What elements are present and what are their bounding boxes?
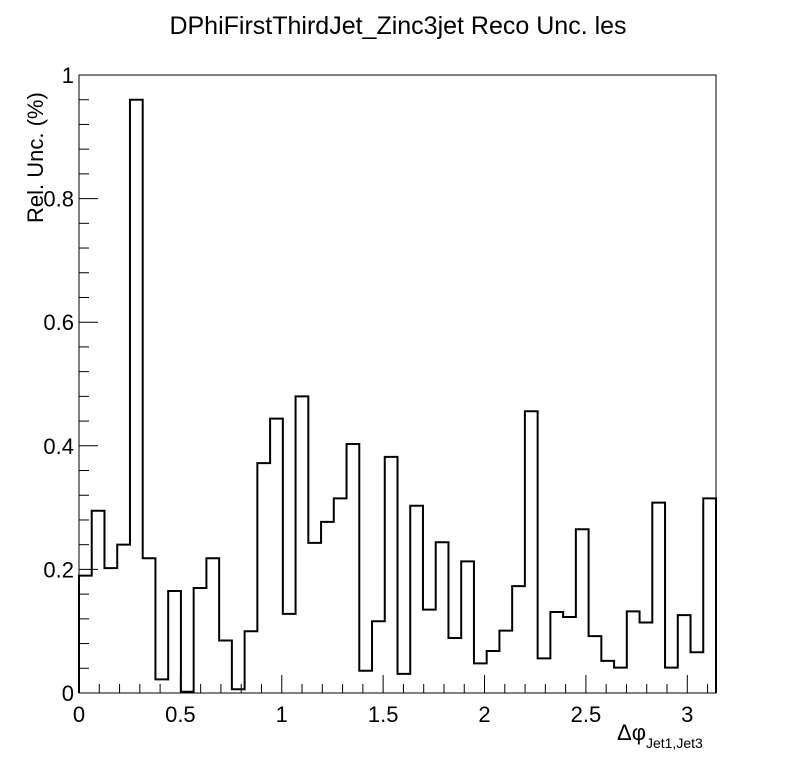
x-axis-label-main: Δφ <box>617 720 646 745</box>
y-tick-label: 0.2 <box>43 557 74 582</box>
plot-frame <box>78 74 717 694</box>
x-tick-label: 2 <box>478 702 490 727</box>
y-tick-label: 0 <box>62 681 74 706</box>
histogram-series <box>78 98 717 693</box>
x-tick-label: 1.5 <box>368 702 399 727</box>
y-tick-label: 1 <box>62 63 74 88</box>
x-tick-labels: 0 0.5 1 1.5 2 2.5 3 <box>73 702 694 727</box>
axis-ticks <box>78 74 709 694</box>
x-tick-label: 3 <box>681 702 693 727</box>
chart-title: DPhiFirstThirdJet_Zinc3jet Reco Unc. les <box>169 12 626 40</box>
x-axis-label: ΔφJet1,Jet3 <box>617 720 703 751</box>
x-tick-label: 0 <box>73 702 85 727</box>
y-axis-label: Rel. Unc. (%) <box>23 92 48 223</box>
y-tick-label: 0.8 <box>43 187 74 212</box>
y-tick-label: 0.6 <box>43 310 74 335</box>
x-tick-label: 2.5 <box>571 702 602 727</box>
x-tick-label: 1 <box>276 702 288 727</box>
x-tick-label: 0.5 <box>165 702 196 727</box>
x-axis-label-sub: Jet1,Jet3 <box>646 735 703 751</box>
y-tick-label: 0.4 <box>43 434 74 459</box>
y-tick-labels: 0 0.2 0.4 0.6 0.8 1 <box>43 63 74 706</box>
